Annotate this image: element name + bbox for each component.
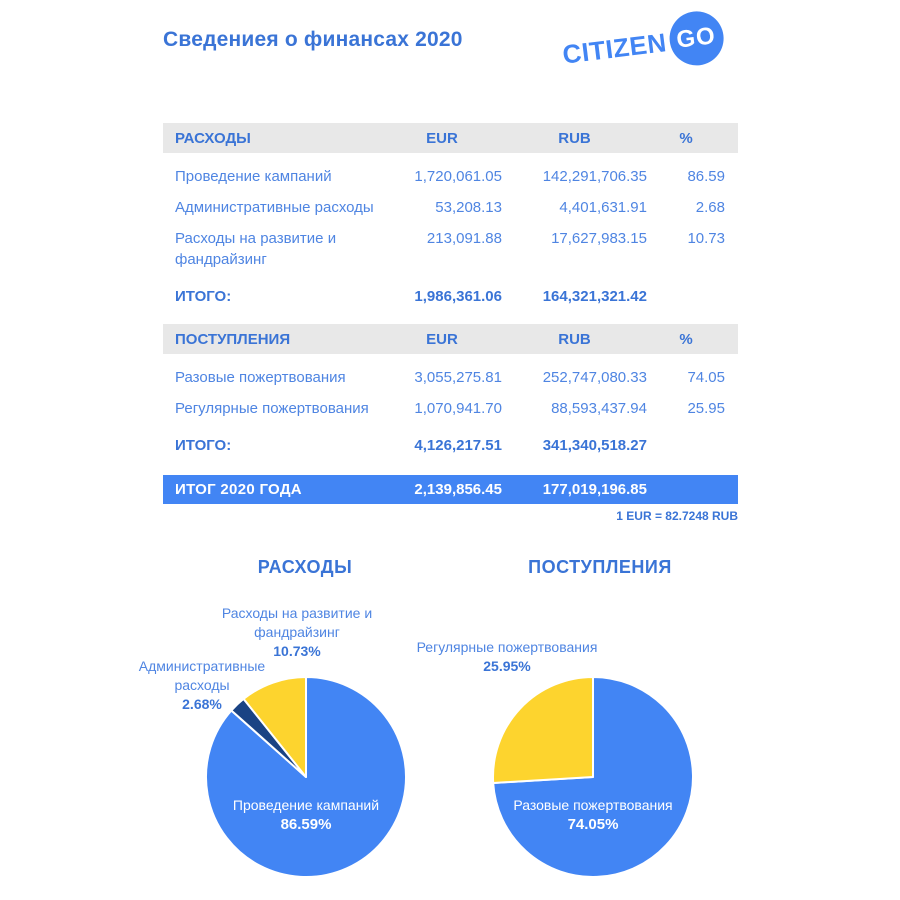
row-rub: 142,291,706.35 <box>542 168 647 185</box>
row-pct: 25.95 <box>687 400 725 417</box>
column-header-pct: % <box>679 330 693 348</box>
row-label: Регулярные пожертвования <box>175 400 369 417</box>
page-title: Сведениея о финансах 2020 <box>163 28 463 51</box>
row-eur: 213,091.88 <box>426 230 502 247</box>
row-eur: 1,070,941.70 <box>414 400 502 417</box>
year-summary-bar: ИТОГ 2020 ГОДА 2,139,856.45 177,019,196.… <box>163 475 738 504</box>
table-row-regular: Регулярные пожертвования 1,070,941.70 88… <box>163 393 738 424</box>
column-header-rub: RUB <box>558 330 591 348</box>
column-header-eur: EUR <box>426 330 458 348</box>
row-pct: 74.05 <box>687 369 725 386</box>
income-table-header: ПОСТУПЛЕНИЯ EUR RUB % <box>163 324 738 354</box>
slice-label: Проведение кампаний <box>232 797 380 813</box>
income-chart-heading: ПОСТУПЛЕНИЯ <box>528 557 672 577</box>
total-label: ИТОГО: <box>175 288 232 305</box>
summary-eur: 2,139,856.45 <box>414 481 502 498</box>
row-label: Разовые пожертвования <box>175 369 346 386</box>
pie-slice <box>492 676 594 784</box>
slice-label: Регулярные пожертвования <box>416 639 598 655</box>
row-rub: 4,401,631.91 <box>559 199 647 216</box>
row-rub: 252,747,080.33 <box>542 369 647 386</box>
label-campaigns-slice: Проведение кампаний 86.59% <box>186 796 426 834</box>
expenses-chart-heading: РАСХОДЫ <box>257 557 353 577</box>
label-admin-slice: Административные расходы 2.68% <box>117 657 287 714</box>
summary-label: ИТОГ 2020 ГОДА <box>175 481 302 498</box>
slice-pct: 86.59% <box>280 816 332 833</box>
row-pct: 86.59 <box>687 168 725 185</box>
pie-slice <box>242 676 307 778</box>
row-eur: 1,720,061.05 <box>414 168 502 185</box>
row-eur: 53,208.13 <box>435 199 502 216</box>
row-rub: 17,627,983.15 <box>551 230 647 247</box>
income-pie-chart <box>492 676 694 878</box>
slice-pct: 74.05% <box>567 816 619 833</box>
slice-pct: 2.68% <box>182 696 222 712</box>
logo-go-badge: GO <box>666 8 727 69</box>
expenses-header-title: РАСХОДЫ <box>175 129 251 147</box>
finance-tables: РАСХОДЫ EUR RUB % Проведение кампаний 1,… <box>163 123 738 461</box>
summary-rub: 177,019,196.85 <box>542 481 647 498</box>
row-pct: 2.68 <box>695 199 725 216</box>
slice-label: Разовые пожертвования <box>513 797 673 813</box>
row-pct: 10.73 <box>687 230 725 247</box>
slice-pct: 10.73% <box>273 643 321 659</box>
spacer <box>163 354 738 362</box>
column-header-eur: EUR <box>426 129 458 147</box>
row-label: Административные расходы <box>175 199 374 216</box>
row-eur: 3,055,275.81 <box>414 369 502 386</box>
spacer <box>163 153 738 161</box>
table-row-onetime: Разовые пожертвования 3,055,275.81 252,7… <box>163 362 738 393</box>
expenses-pie-chart <box>205 676 407 878</box>
slice-label: Расходы на развитие и фандрайзинг <box>221 605 373 640</box>
exchange-rate-note: 1 EUR = 82.7248 RUB <box>616 509 738 523</box>
spacer <box>163 312 738 324</box>
income-header-title: ПОСТУПЛЕНИЯ <box>175 330 291 348</box>
column-header-rub: RUB <box>558 129 591 147</box>
row-label: Расходы на развитие и фандрайзинг <box>175 230 337 268</box>
expenses-table-header: РАСХОДЫ EUR RUB % <box>163 123 738 153</box>
row-label: Проведение кампаний <box>175 168 332 185</box>
table-row-development: Расходы на развитие и фандрайзинг 213,09… <box>163 223 738 275</box>
income-total-row: ИТОГО: 4,126,217.51 341,340,518.27 <box>163 430 738 461</box>
total-label: ИТОГО: <box>175 437 232 454</box>
total-rub: 164,321,321.42 <box>542 288 647 305</box>
slice-pct: 25.95% <box>483 658 531 674</box>
slice-label: Административные расходы <box>138 658 266 693</box>
label-regular-slice: Регулярные пожертвования 25.95% <box>387 638 627 676</box>
table-row-admin: Административные расходы 53,208.13 4,401… <box>163 192 738 223</box>
label-development-slice: Расходы на развитие и фандрайзинг 10.73% <box>187 604 407 661</box>
table-row-campaigns: Проведение кампаний 1,720,061.05 142,291… <box>163 161 738 192</box>
citizengo-logo: CITIZEN GO <box>559 8 727 81</box>
total-eur: 4,126,217.51 <box>414 437 502 454</box>
total-rub: 341,340,518.27 <box>542 437 647 454</box>
expenses-total-row: ИТОГО: 1,986,361.06 164,321,321.42 <box>163 281 738 312</box>
label-onetime-slice: Разовые пожертвования 74.05% <box>473 796 713 834</box>
row-rub: 88,593,437.94 <box>551 400 647 417</box>
column-header-pct: % <box>679 129 693 147</box>
total-eur: 1,986,361.06 <box>414 288 502 305</box>
logo-wordmark: CITIZEN <box>560 26 669 70</box>
